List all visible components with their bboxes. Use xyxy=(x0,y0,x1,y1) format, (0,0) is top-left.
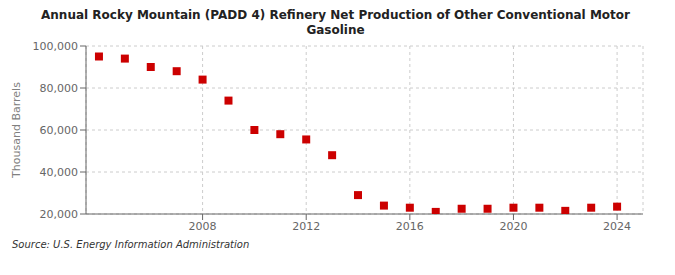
svg-text:2024: 2024 xyxy=(603,220,631,233)
html-text:Annual Rocky Mountain (PADD 4): Annual Rocky Mountain (PADD 4) Refinery … xyxy=(41,8,630,22)
svg-text:100,000: 100,000 xyxy=(33,40,79,53)
svg-text:80,000: 80,000 xyxy=(40,82,79,95)
svg-text:2012: 2012 xyxy=(292,220,320,233)
svg-text:2016: 2016 xyxy=(396,220,424,233)
svg-text:40,000: 40,000 xyxy=(40,166,79,179)
svg-text:60,000: 60,000 xyxy=(40,124,79,137)
svg-text:Thousand Barrels: Thousand Barrels xyxy=(10,82,23,179)
html-text:Gasoline: Gasoline xyxy=(306,23,365,37)
svg-text:2008: 2008 xyxy=(189,220,217,233)
svg-text:20,000: 20,000 xyxy=(40,208,79,221)
svg-text:2020: 2020 xyxy=(499,220,527,233)
html-text:Source: U.S. Energy Informatio: Source: U.S. Energy Information Administ… xyxy=(12,239,250,250)
